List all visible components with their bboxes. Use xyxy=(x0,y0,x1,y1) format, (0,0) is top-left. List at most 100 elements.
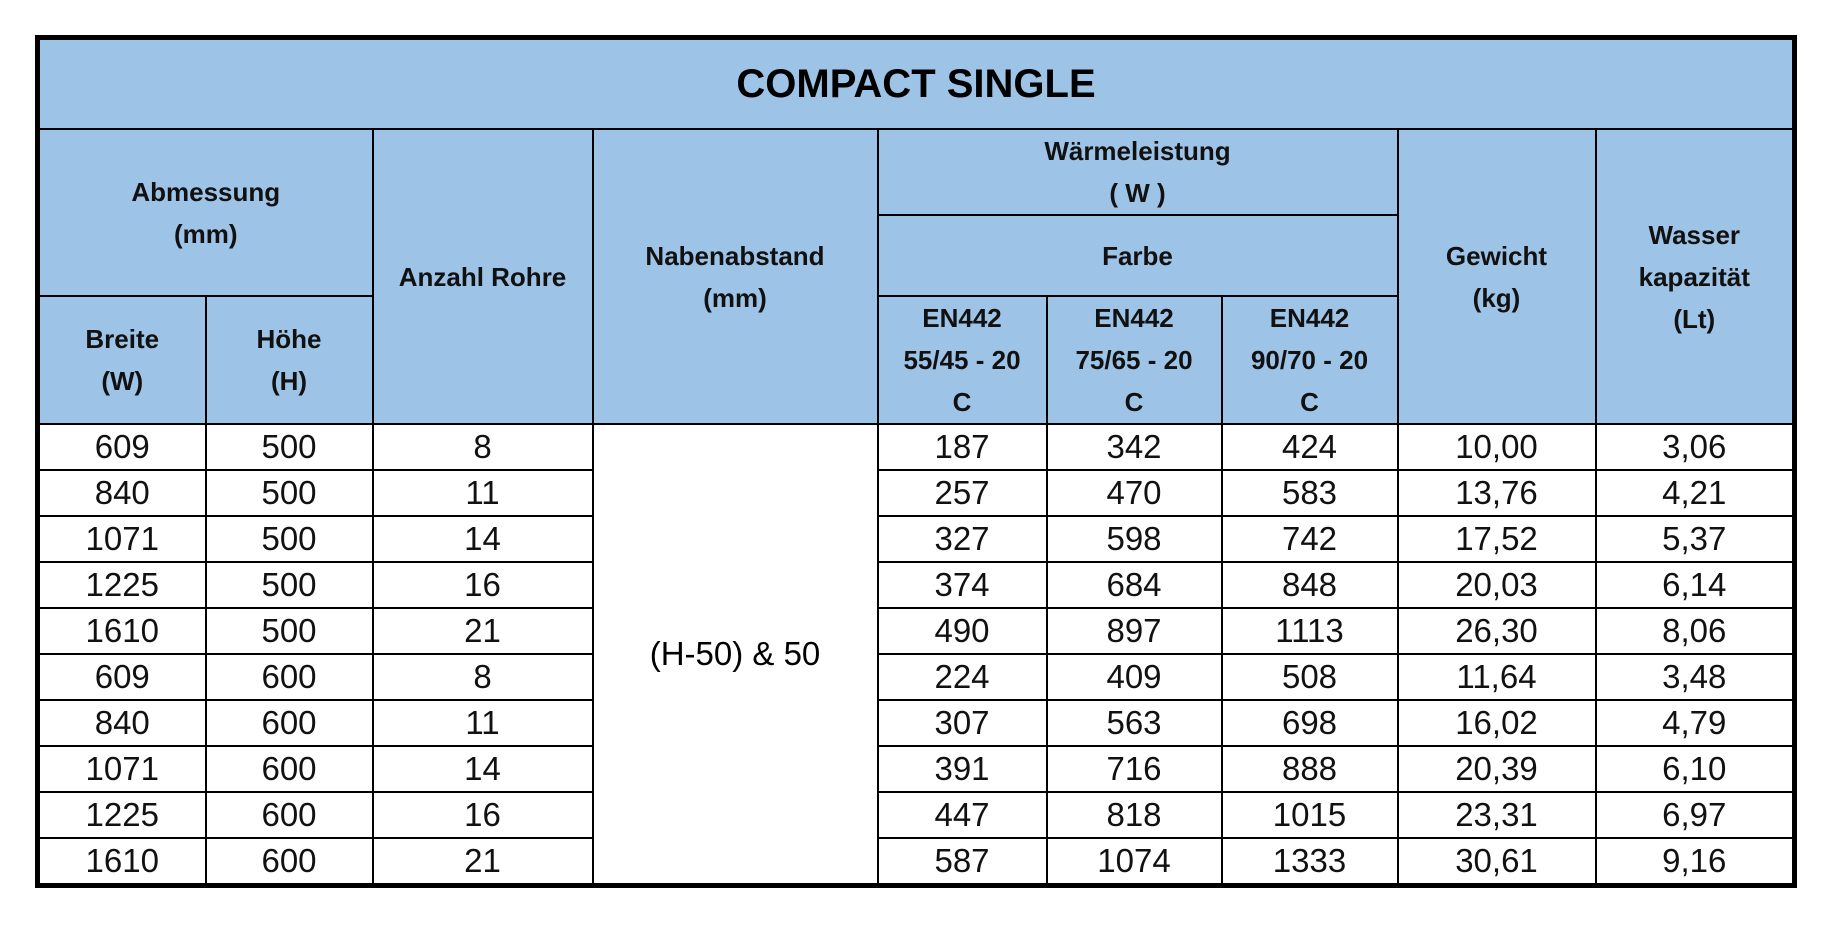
table-cell: 11 xyxy=(371,469,594,517)
table-cell: 818 xyxy=(1045,791,1223,839)
table-cell: 583 xyxy=(1220,469,1399,517)
table-cell: 1113 xyxy=(1220,607,1399,655)
table-row: 1610 600 21 587 1074 1333 30,61 9,16 xyxy=(36,837,1796,887)
title: COMPACT SINGLE xyxy=(36,36,1796,130)
table-cell: 8 xyxy=(371,653,594,701)
table-cell: 16,02 xyxy=(1396,699,1597,747)
table-cell: 742 xyxy=(1220,515,1399,563)
table-cell: 684 xyxy=(1045,561,1223,609)
table-cell: 609 xyxy=(36,423,207,471)
table-cell: 563 xyxy=(1045,699,1223,747)
table-cell: 840 xyxy=(36,469,207,517)
table-cell: 1225 xyxy=(36,561,207,609)
header-cell: Höhe (H) xyxy=(204,295,374,425)
table-row: 1071 500 14 327 598 742 17,52 5,37 xyxy=(36,515,1796,563)
table-cell: 600 xyxy=(204,791,374,839)
table-row: 609 600 8 224 409 508 11,64 3,48 xyxy=(36,653,1796,701)
table-cell: 11,64 xyxy=(1396,653,1597,701)
table-cell: 8,06 xyxy=(1594,607,1796,655)
table-cell: 600 xyxy=(204,745,374,793)
table-cell: 307 xyxy=(876,699,1048,747)
table-cell: 600 xyxy=(204,653,374,701)
table-row: 1225 500 16 374 684 848 20,03 6,14 xyxy=(36,561,1796,609)
table-cell: 500 xyxy=(204,561,374,609)
table-cell: 897 xyxy=(1045,607,1223,655)
table-cell: 16 xyxy=(371,791,594,839)
table-cell: 10,00 xyxy=(1396,423,1597,471)
table-row: 1225 600 16 447 818 1015 23,31 6,97 xyxy=(36,791,1796,839)
header-cell: Wärmeleistung ( W ) xyxy=(876,128,1399,216)
table-cell: 587 xyxy=(876,837,1048,887)
table-cell: 11 xyxy=(371,699,594,747)
table-cell: 840 xyxy=(36,699,207,747)
table-cell: 1074 xyxy=(1045,837,1223,887)
table-cell: 888 xyxy=(1220,745,1399,793)
table-cell: 848 xyxy=(1220,561,1399,609)
table-cell: 23,31 xyxy=(1396,791,1597,839)
header-cell: EN442 55/45 - 20 C xyxy=(876,295,1048,425)
table-row: 840 500 11 257 470 583 13,76 4,21 xyxy=(36,469,1796,517)
table-cell: 30,61 xyxy=(1396,837,1597,887)
table-cell: 187 xyxy=(876,423,1048,471)
table-cell: 500 xyxy=(204,423,374,471)
table-cell: 6,14 xyxy=(1594,561,1796,609)
table-row: 1610 500 21 490 897 1113 26,30 8,06 xyxy=(36,607,1796,655)
table-cell: 374 xyxy=(876,561,1048,609)
header-cell: Anzahl Rohre xyxy=(371,128,594,425)
table-cell: 424 xyxy=(1220,423,1399,471)
table-row: 840 600 11 307 563 698 16,02 4,79 xyxy=(36,699,1796,747)
table-cell: 20,03 xyxy=(1396,561,1597,609)
table-cell: 17,52 xyxy=(1396,515,1597,563)
table-cell: 1225 xyxy=(36,791,207,839)
table-cell: 20,39 xyxy=(1396,745,1597,793)
table-cell: 16 xyxy=(371,561,594,609)
table-cell: 600 xyxy=(204,837,374,887)
table-cell: 1333 xyxy=(1220,837,1399,887)
table-cell: 3,48 xyxy=(1594,653,1796,701)
table-cell: 409 xyxy=(1045,653,1223,701)
table-cell: 4,21 xyxy=(1594,469,1796,517)
table-cell: 698 xyxy=(1220,699,1399,747)
table-cell: 327 xyxy=(876,515,1048,563)
header-cell: Farbe xyxy=(876,214,1399,297)
table-cell: 490 xyxy=(876,607,1048,655)
table-row: 609 500 8 (H-50) & 50 187 342 424 10,00 3,06 xyxy=(36,423,1796,887)
table-cell: 600 xyxy=(204,699,374,747)
table-cell: 6,97 xyxy=(1594,791,1796,839)
table-cell: 4,79 xyxy=(1594,699,1796,747)
table-cell: 1610 xyxy=(36,837,207,887)
table-cell: 500 xyxy=(204,469,374,517)
table-cell: 21 xyxy=(371,607,594,655)
table-cell: 598 xyxy=(1045,515,1223,563)
table-cell: 26,30 xyxy=(1396,607,1597,655)
table-cell: (H-50) & 50 xyxy=(591,423,879,887)
table-cell: 9,16 xyxy=(1594,837,1796,887)
table-cell: 3,06 xyxy=(1594,423,1796,471)
table-cell: 6,10 xyxy=(1594,745,1796,793)
table-cell: 8 xyxy=(371,423,594,471)
table-cell: 1071 xyxy=(36,515,207,563)
table-cell: 5,37 xyxy=(1594,515,1796,563)
header-cell: Wasser kapazität (Lt) xyxy=(1594,128,1796,425)
table-cell: 447 xyxy=(876,791,1048,839)
table-cell: 500 xyxy=(204,515,374,563)
table-cell: 391 xyxy=(876,745,1048,793)
table-cell: 14 xyxy=(371,745,594,793)
table-cell: 224 xyxy=(876,653,1048,701)
spec-table: COMPACT SINGLE Abmessung (mm) Anzahl Roh… xyxy=(35,35,1798,888)
table-cell: 508 xyxy=(1220,653,1399,701)
table-cell: 1610 xyxy=(36,607,207,655)
header-cell: Breite (W) xyxy=(36,295,207,425)
table-cell: 609 xyxy=(36,653,207,701)
header-cell: Gewicht (kg) xyxy=(1396,128,1597,425)
header-cell: EN442 90/70 - 20 C xyxy=(1220,295,1399,425)
table-cell: 1071 xyxy=(36,745,207,793)
table-cell: 21 xyxy=(371,837,594,887)
table-cell: 1015 xyxy=(1220,791,1399,839)
header-cell: Abmessung (mm) xyxy=(36,128,374,297)
table-row: 1071 600 14 391 716 888 20,39 6,10 xyxy=(36,745,1796,793)
table-cell: 716 xyxy=(1045,745,1223,793)
table-cell: 500 xyxy=(204,607,374,655)
header-cell: EN442 75/65 - 20 C xyxy=(1045,295,1223,425)
